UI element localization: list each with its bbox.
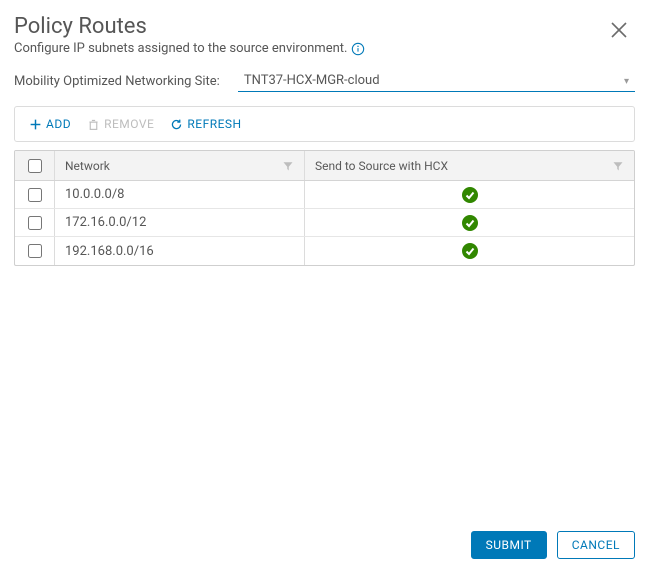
site-select-value: TNT37-HCX-MGR-cloud [244, 73, 380, 88]
col-hcx-header[interactable]: Send to Source with HCX [305, 151, 634, 180]
row-network-cell: 10.0.0.0/8 [55, 181, 305, 208]
remove-label: REMOVE [104, 117, 154, 131]
chevron-down-icon: ▾ [624, 76, 629, 87]
toolbar: ADD REMOVE REFRESH [14, 106, 635, 142]
add-label: ADD [46, 117, 71, 131]
filter-icon[interactable] [612, 160, 624, 172]
row-network-value: 192.168.0.0/16 [65, 244, 154, 259]
row-check-cell[interactable] [15, 181, 55, 208]
site-select[interactable]: TNT37-HCX-MGR-cloud ▾ [238, 70, 635, 92]
plus-icon [29, 118, 42, 131]
add-button[interactable]: ADD [29, 117, 71, 131]
row-network-value: 10.0.0.0/8 [65, 187, 124, 202]
table-row[interactable]: 10.0.0.0/8 [15, 181, 634, 209]
row-checkbox[interactable] [28, 188, 42, 202]
table-header: Network Send to Source with HCX [15, 151, 634, 181]
row-check-cell[interactable] [15, 237, 55, 265]
info-icon[interactable] [351, 42, 365, 56]
check-ok-icon [462, 215, 478, 231]
row-checkbox[interactable] [28, 216, 42, 230]
refresh-button[interactable]: REFRESH [170, 117, 241, 131]
policy-routes-dialog: Policy Routes Configure IP subnets assig… [0, 0, 649, 573]
check-ok-icon [462, 243, 478, 259]
check-ok-icon [462, 187, 478, 203]
select-all-checkbox[interactable] [28, 159, 42, 173]
site-row: Mobility Optimized Networking Site: TNT3… [14, 70, 635, 92]
routes-table: Network Send to Source with HCX 10.0.0.0… [14, 150, 635, 266]
row-hcx-cell [305, 243, 634, 259]
row-network-cell: 192.168.0.0/16 [55, 237, 305, 265]
dialog-footer: SUBMIT CANCEL [471, 531, 635, 559]
col-network-label: Network [65, 159, 110, 173]
row-check-cell[interactable] [15, 209, 55, 236]
dialog-subtitle: Configure IP subnets assigned to the sou… [14, 41, 635, 56]
row-hcx-cell [305, 215, 634, 231]
filter-icon[interactable] [282, 160, 294, 172]
col-hcx-label: Send to Source with HCX [315, 159, 448, 173]
trash-icon [87, 118, 100, 131]
close-icon[interactable] [607, 18, 631, 42]
subtitle-text: Configure IP subnets assigned to the sou… [14, 41, 347, 56]
table-row[interactable]: 192.168.0.0/16 [15, 237, 634, 265]
remove-button: REMOVE [87, 117, 154, 131]
row-checkbox[interactable] [28, 244, 42, 258]
refresh-label: REFRESH [187, 117, 241, 131]
table-row[interactable]: 172.16.0.0/12 [15, 209, 634, 237]
row-hcx-cell [305, 187, 634, 203]
col-network-header[interactable]: Network [55, 151, 305, 180]
submit-button[interactable]: SUBMIT [471, 531, 547, 559]
row-network-cell: 172.16.0.0/12 [55, 209, 305, 236]
site-label: Mobility Optimized Networking Site: [14, 74, 220, 89]
dialog-title: Policy Routes [14, 14, 635, 39]
refresh-icon [170, 118, 183, 131]
row-network-value: 172.16.0.0/12 [65, 215, 146, 230]
cancel-button[interactable]: CANCEL [557, 531, 635, 559]
select-all-cell[interactable] [15, 151, 55, 180]
dialog-header: Policy Routes Configure IP subnets assig… [14, 14, 635, 56]
